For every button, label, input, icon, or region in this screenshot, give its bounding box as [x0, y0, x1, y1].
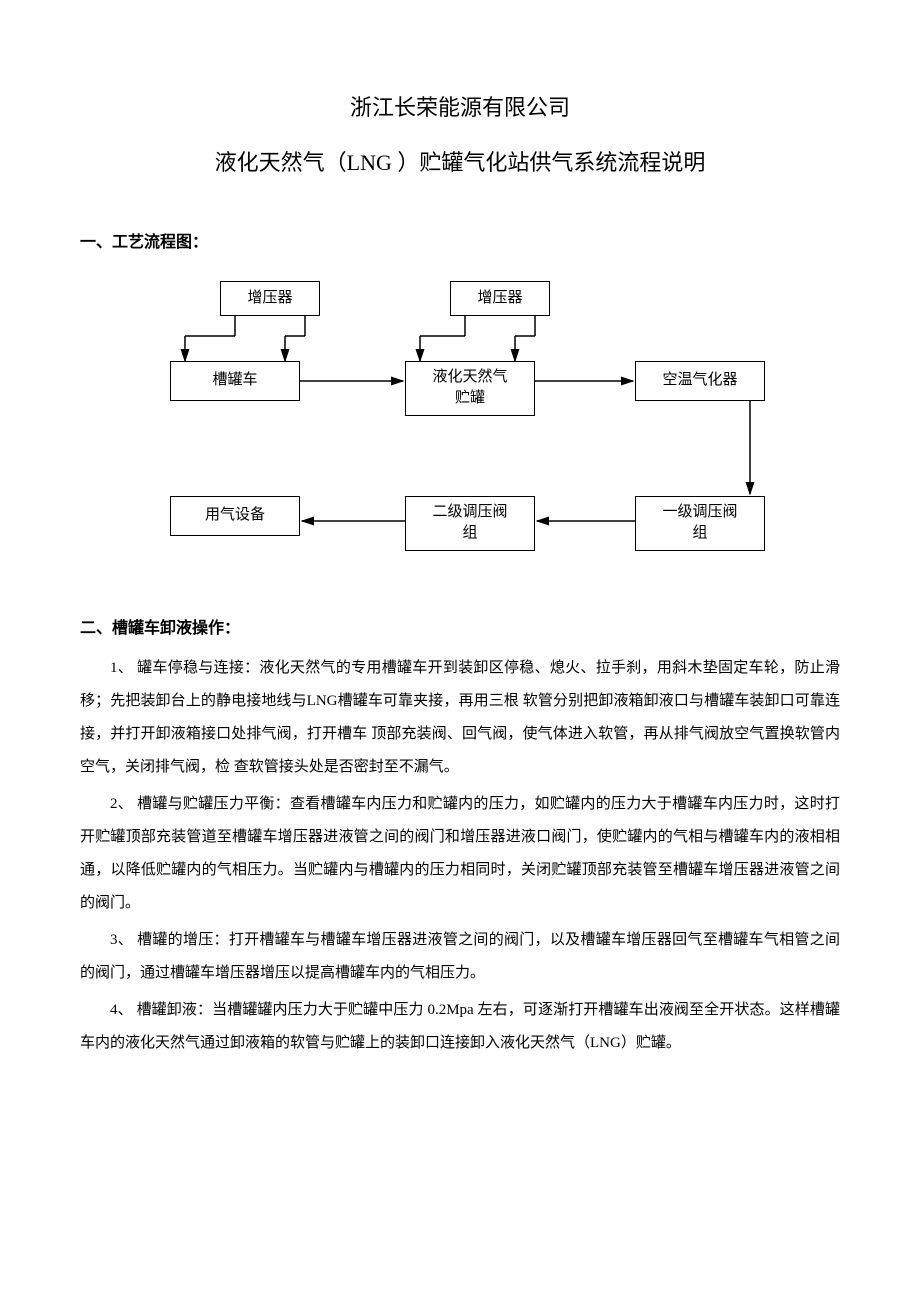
section2-heading: 二、槽罐车卸液操作： [80, 616, 840, 642]
node-tanker: 槽罐车 [170, 361, 300, 401]
node-reg2: 二级调压阀组 [405, 496, 535, 551]
paragraph-4: 4、 槽罐卸液：当槽罐罐内压力大于贮罐中压力 0.2Mpa 左右，可逐渐打开槽罐… [80, 994, 840, 1060]
document-title: 液化天然气（LNG ）贮罐气化站供气系统流程说明 [80, 145, 840, 180]
paragraph-1: 1、 罐车停稳与连接：液化天然气的专用槽罐车开到装卸区停稳、熄火、拉手刹，用斜木… [80, 652, 840, 784]
node-reg1: 一级调压阀组 [635, 496, 765, 551]
body-text: 1、 罐车停稳与连接：液化天然气的专用槽罐车开到装卸区停稳、熄火、拉手刹，用斜木… [80, 652, 840, 1060]
node-pressurizer2: 增压器 [450, 281, 550, 316]
paragraph-2: 2、 槽罐与贮罐压力平衡：查看槽罐车内压力和贮罐内的压力，如贮罐内的压力大于槽罐… [80, 788, 840, 920]
section1-heading: 一、工艺流程图： [80, 230, 840, 256]
paragraph-3: 3、 槽罐的增压：打开槽罐车与槽罐车增压器进液管之间的阀门，以及槽罐车增压器回气… [80, 924, 840, 990]
node-equipment: 用气设备 [170, 496, 300, 536]
node-vaporizer: 空温气化器 [635, 361, 765, 401]
company-name: 浙江长荣能源有限公司 [80, 90, 840, 125]
node-pressurizer1: 增压器 [220, 281, 320, 316]
node-lng-tank: 液化天然气贮罐 [405, 361, 535, 416]
process-flowchart: 增压器 增压器 槽罐车 液化天然气贮罐 空温气化器 用气设备 二级调压阀组 一级… [140, 281, 780, 581]
